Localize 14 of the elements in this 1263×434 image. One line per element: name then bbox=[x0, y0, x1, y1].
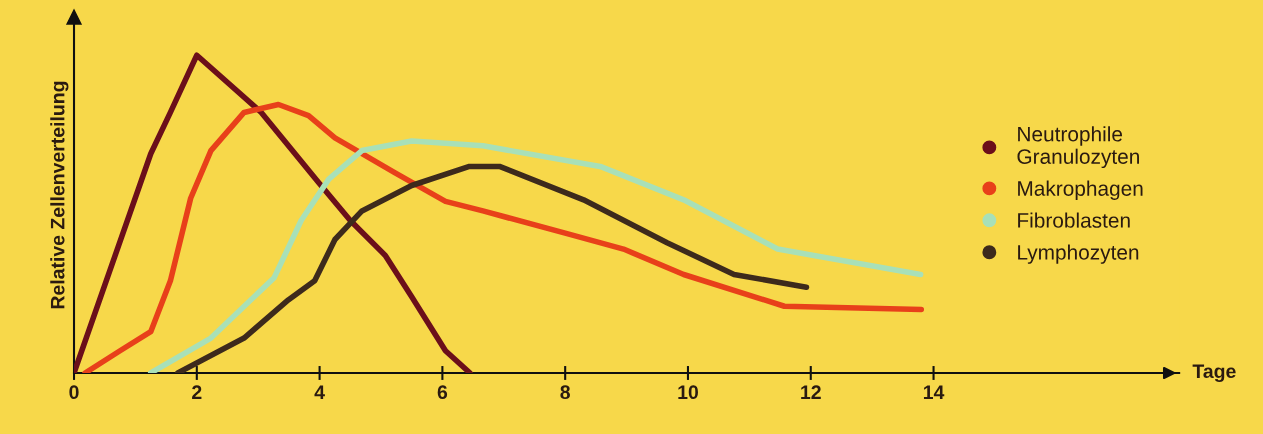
x-tick-label: 0 bbox=[69, 385, 79, 400]
legend-label: Makrophagen bbox=[1018, 180, 1143, 201]
x-tick-label: 12 bbox=[801, 385, 821, 399]
x-tick-label: 6 bbox=[437, 385, 448, 400]
x-tick-label: 8 bbox=[560, 385, 570, 400]
x-tick-label: 14 bbox=[923, 385, 945, 399]
x-tick-label: 4 bbox=[314, 385, 325, 399]
legend-label: Lymphozyten bbox=[1018, 244, 1139, 264]
x-tick-label: 10 bbox=[678, 385, 698, 400]
x-tick-label: 2 bbox=[192, 385, 202, 399]
legend-label: Neutrophile Granulozyten bbox=[1017, 126, 1139, 169]
x-axis-title: Tage bbox=[1192, 364, 1236, 383]
y-axis-title: Relative Zellenverteilung bbox=[50, 81, 69, 309]
legend-label: Fibroblasten bbox=[1018, 212, 1130, 228]
